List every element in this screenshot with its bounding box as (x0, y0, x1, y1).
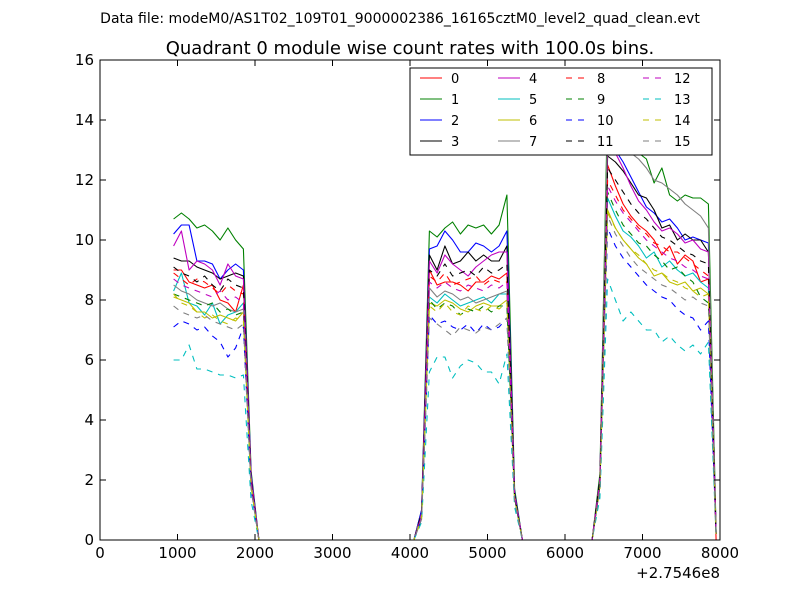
x-tick-label: 4000 (391, 544, 429, 562)
legend-label: 10 (597, 114, 614, 129)
series-line-5 (173, 197, 717, 540)
series-line-9 (173, 191, 717, 540)
legend-label: 5 (529, 93, 537, 108)
legend-label: 4 (529, 72, 537, 87)
legend-label: 2 (451, 114, 459, 129)
x-tick-label: 3000 (313, 544, 351, 562)
series-line-0 (173, 164, 717, 540)
y-tick-label: 8 (84, 291, 94, 309)
legend-label: 15 (674, 135, 691, 150)
y-tick-label: 0 (84, 531, 94, 549)
y-tick-label: 14 (75, 111, 94, 129)
x-axis: 0 1000 2000 3000 4000 5000 6000 7000 8000 (95, 60, 739, 562)
x-tick-label: 0 (95, 544, 105, 562)
series-line-12 (173, 185, 717, 540)
legend-label: 6 (529, 114, 537, 129)
x-tick-label: 2000 (236, 544, 274, 562)
y-tick-label: 4 (84, 411, 94, 429)
x-tick-label: 6000 (546, 544, 584, 562)
x-tick-label: 8000 (701, 544, 739, 562)
legend-label: 11 (597, 135, 614, 150)
legend-label: 9 (597, 93, 605, 108)
series-line-11 (173, 167, 717, 540)
series-line-15 (173, 215, 717, 540)
legend-label: 12 (674, 72, 691, 87)
x-tick-label: 5000 (468, 544, 506, 562)
legend-label: 8 (597, 72, 605, 87)
legend-label: 14 (674, 114, 691, 129)
y-tick-label: 12 (75, 171, 94, 189)
y-tick-label: 16 (75, 51, 94, 69)
y-tick-label: 6 (84, 351, 94, 369)
y-tick-label: 10 (75, 231, 94, 249)
plot-area (173, 101, 717, 540)
legend-frame (409, 67, 713, 156)
legend-label: 13 (674, 93, 691, 108)
legend-label: 1 (451, 93, 459, 108)
legend-label: 0 (451, 72, 459, 87)
x-tick-label: 7000 (623, 544, 661, 562)
x-tick-label: 1000 (158, 544, 196, 562)
series-line-2 (173, 137, 717, 540)
legend-label: 3 (451, 135, 459, 150)
chart-title: Quadrant 0 module wise count rates with … (166, 38, 655, 59)
legend-label: 7 (529, 135, 537, 150)
series-line-7 (173, 122, 717, 540)
series-line-4 (173, 143, 717, 540)
x-offset-label: +2.7546e8 (636, 564, 720, 582)
series-line-3 (173, 155, 717, 540)
series-line-14 (173, 212, 717, 540)
figure-suptitle: Data file: modeM0/AS1T02_109T01_90000023… (100, 11, 700, 27)
series-line-6 (173, 209, 717, 540)
y-tick-label: 2 (84, 471, 94, 489)
